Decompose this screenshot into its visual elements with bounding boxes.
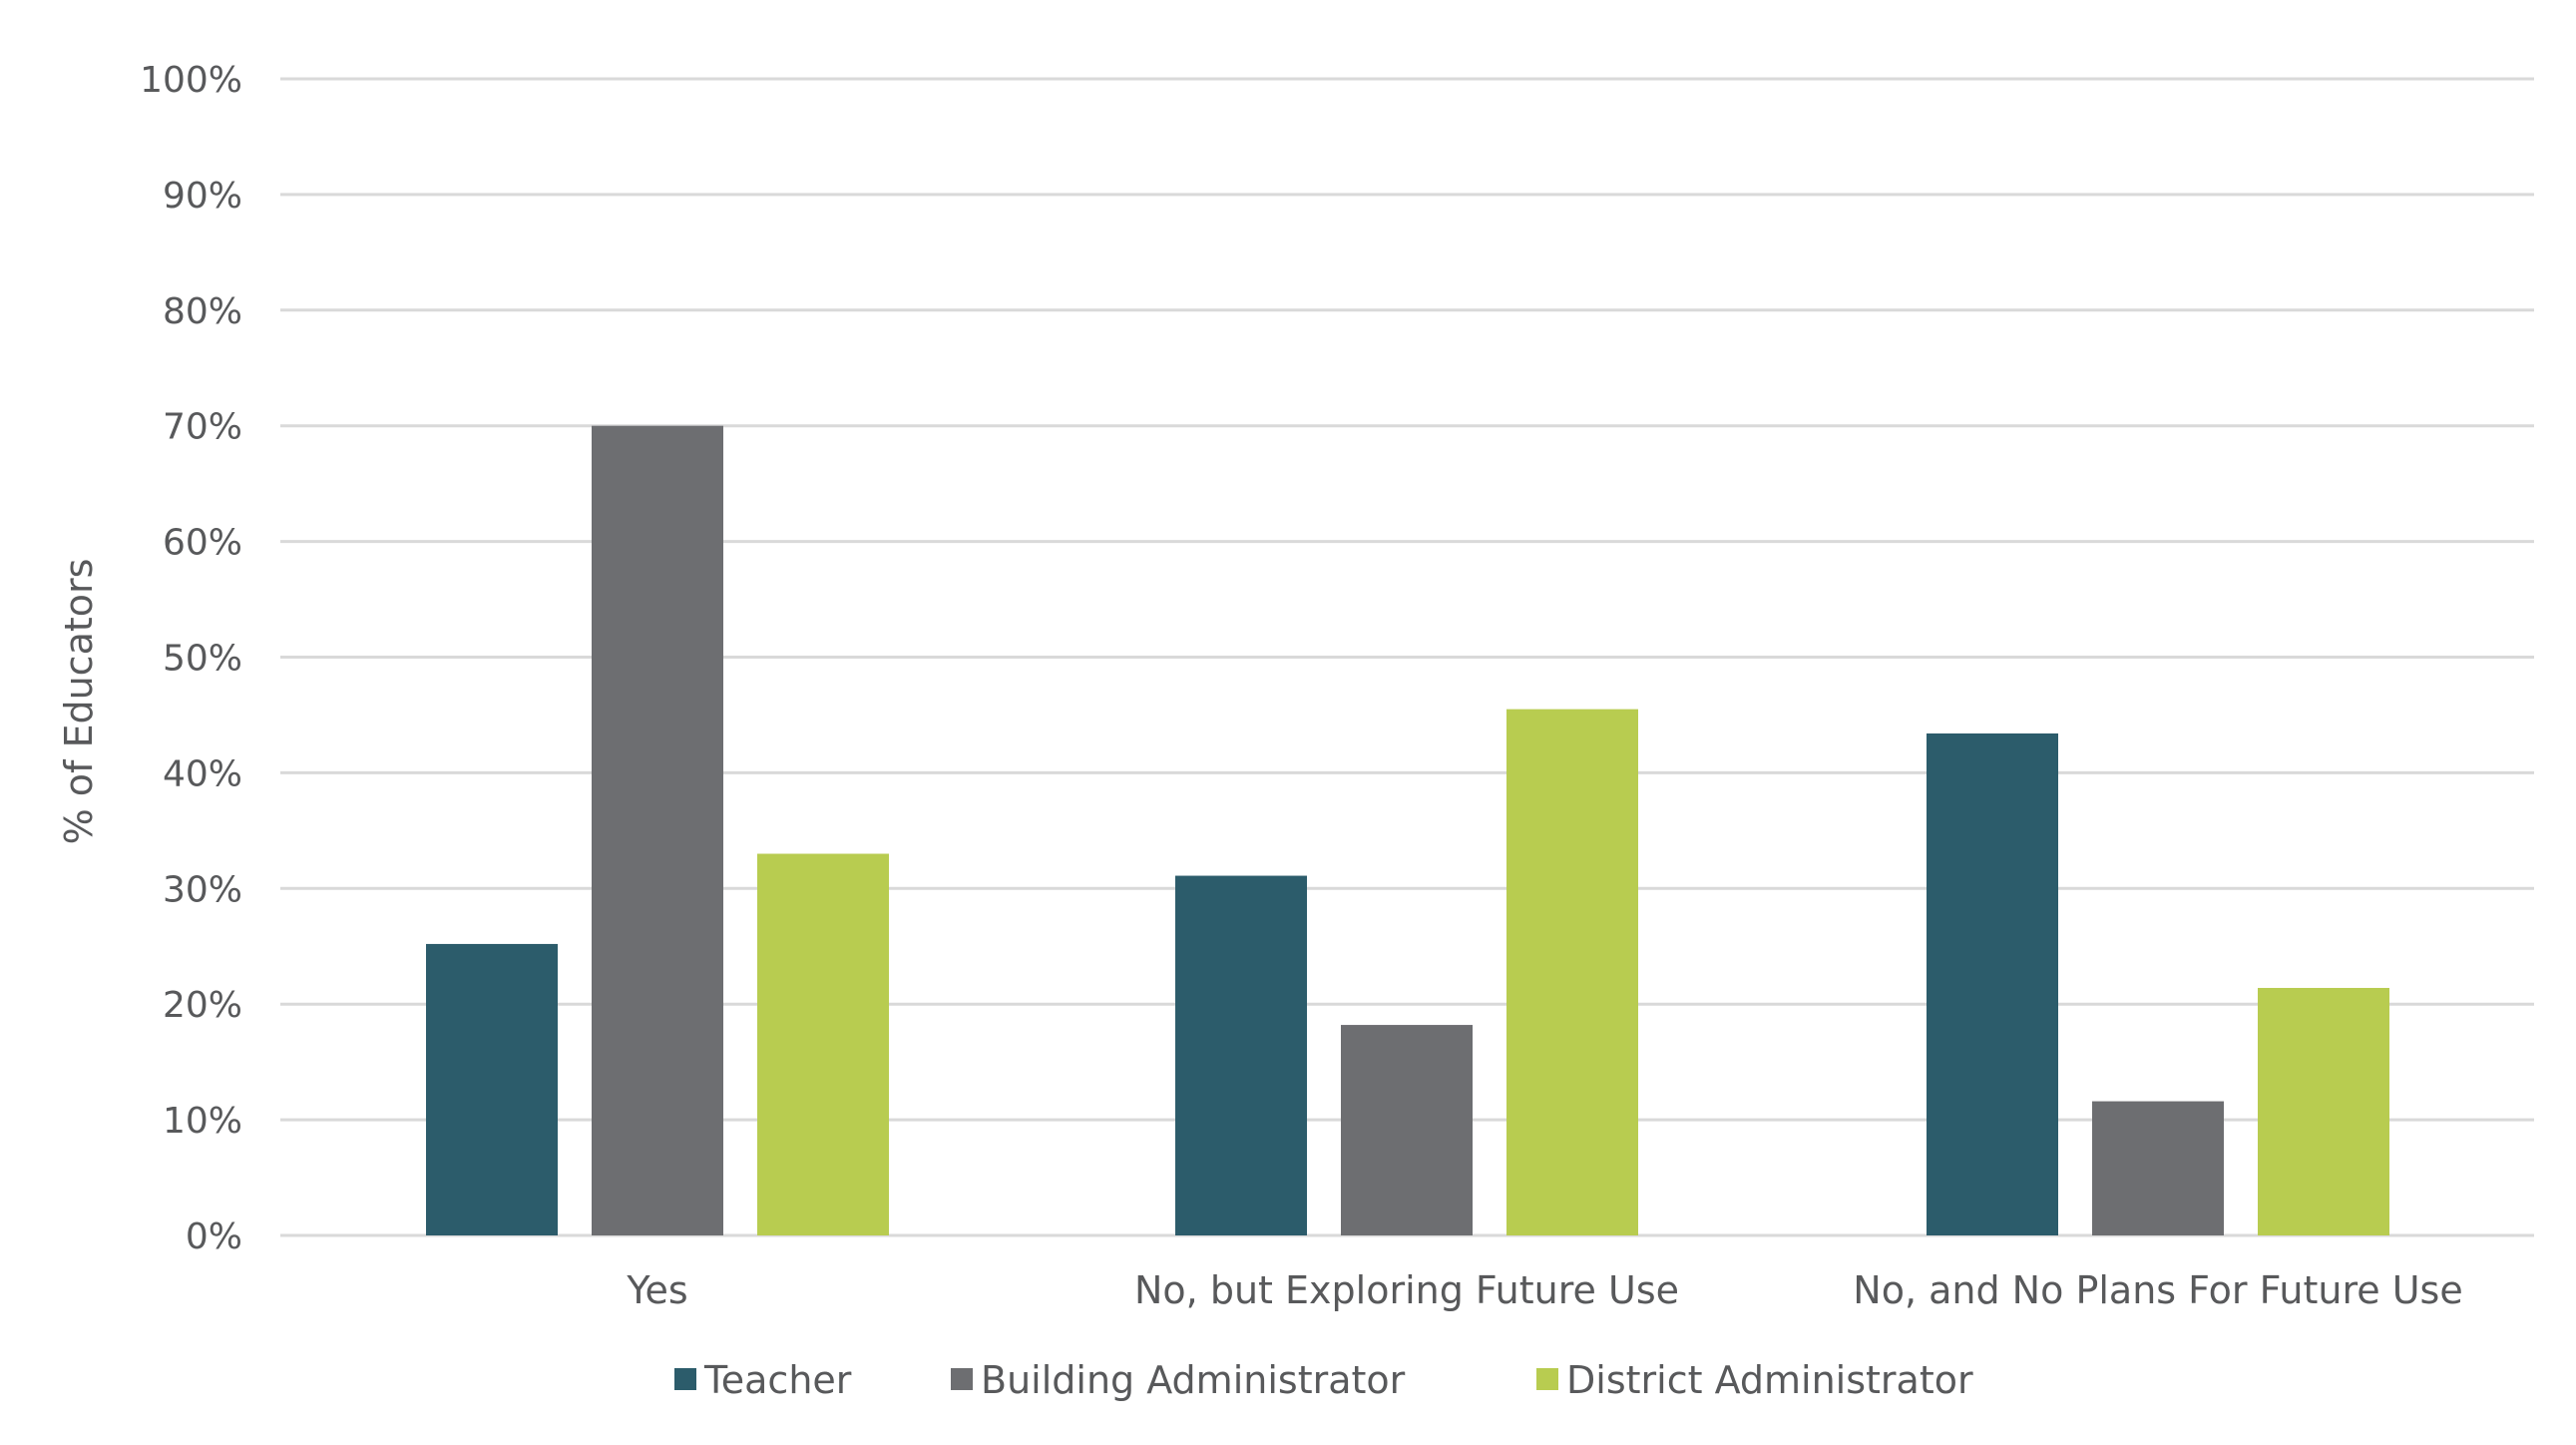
category-label: Yes: [626, 1268, 687, 1312]
y-tick-label: 80%: [163, 291, 242, 332]
legend-swatch: [1536, 1368, 1558, 1390]
y-tick-label: 10%: [163, 1101, 242, 1142]
category-labels: Yes No, but Exploring Future Use No, and N…: [626, 1268, 2462, 1312]
bar-teacher: [1175, 875, 1307, 1235]
bar-building-administrator: [592, 425, 723, 1235]
y-tick-label: 50%: [163, 639, 242, 680]
bar-building-administrator: [1341, 1025, 1473, 1235]
y-tick-label: 100%: [140, 60, 242, 101]
legend: Teacher Building Administrator District Ad…: [674, 1358, 1973, 1402]
legend-label: Teacher: [703, 1358, 852, 1402]
y-tick-label: 70%: [163, 407, 242, 448]
bars: [426, 425, 2389, 1235]
legend-label: District Administrator: [1566, 1358, 1973, 1402]
y-axis-ticks: 0% 10% 20% 30% 40% 50% 60% 70% 80% 90% 100%: [140, 60, 242, 1257]
bar-district-administrator: [757, 853, 889, 1235]
y-tick-label: 40%: [163, 753, 242, 794]
bar-district-administrator: [2258, 987, 2389, 1235]
bar-district-administrator: [1506, 709, 1638, 1235]
bar-building-administrator: [2092, 1101, 2224, 1235]
legend-label: Building Administrator: [981, 1358, 1406, 1402]
bar-teacher: [426, 943, 558, 1235]
y-tick-label: 20%: [163, 985, 242, 1026]
y-tick-label: 90%: [163, 176, 242, 217]
legend-swatch: [951, 1368, 973, 1390]
y-tick-label: 60%: [163, 523, 242, 564]
y-tick-label: 30%: [163, 869, 242, 910]
legend-swatch: [674, 1368, 696, 1390]
category-label: No, but Exploring Future Use: [1134, 1268, 1679, 1312]
y-tick-label: 0%: [186, 1216, 242, 1257]
y-axis-label: % of Educators: [57, 559, 101, 845]
category-label: No, and No Plans For Future Use: [1853, 1268, 2462, 1312]
bar-teacher: [1927, 732, 2058, 1235]
